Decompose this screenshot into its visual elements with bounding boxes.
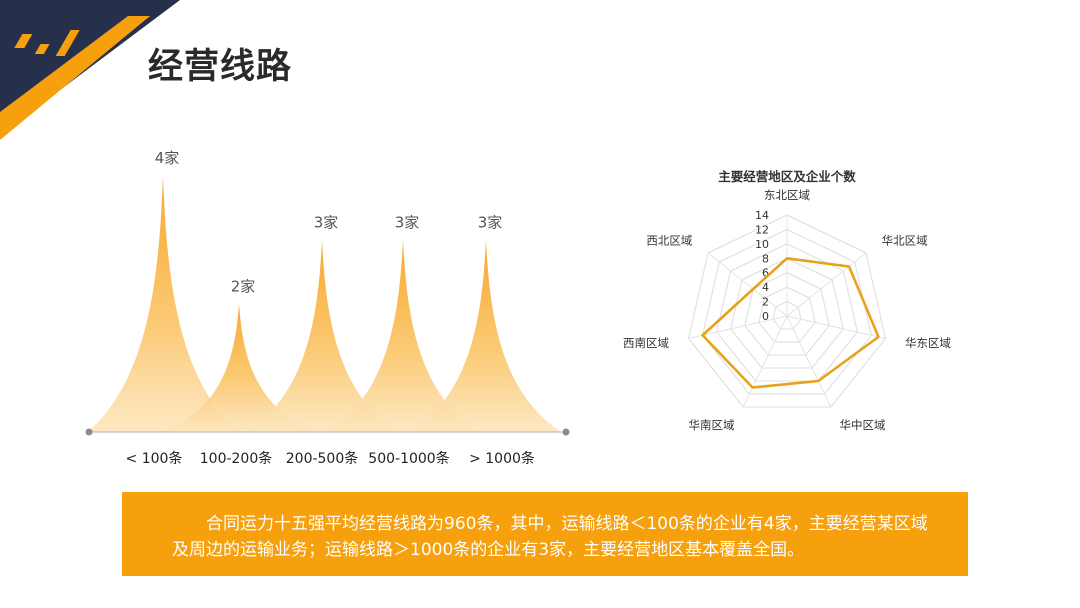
peak-data-labels: 4家 2家 3家 3家 3家 <box>155 149 503 296</box>
radar-grid-ring-5 <box>716 243 858 382</box>
radar-grid-ring-4 <box>730 257 844 369</box>
peak-bar-2 <box>247 239 397 432</box>
x-axis-end-dot <box>562 428 570 436</box>
peak-category-labels: < 100条 100-200条 200-500条 500-1000条 > 1000条 <box>126 450 535 467</box>
radar-category-label-3: 华中区域 <box>839 418 885 432</box>
peak-bar-1 <box>164 303 314 432</box>
radar-tick-label-3: 6 <box>762 267 769 280</box>
radar-tick-label-0: 0 <box>762 310 769 323</box>
radar-tick-label-5: 10 <box>755 238 769 251</box>
radar-grid-ring-3 <box>744 272 830 356</box>
radar-category-label-4: 华南区域 <box>689 418 735 432</box>
radar-spoke-4 <box>742 315 788 408</box>
radar-grid-ring-6 <box>702 228 872 395</box>
radar-tick-label-2: 4 <box>762 281 769 294</box>
corner-decoration <box>0 0 180 140</box>
x-tick-label-2: 200-500条 <box>286 450 359 467</box>
radar-grid-ring-1 <box>772 301 802 330</box>
x-tick-label-0: < 100条 <box>126 450 183 467</box>
radar-spoke-6 <box>707 252 788 317</box>
radar-tick-label-6: 12 <box>755 223 769 236</box>
radar-grid-ring-2 <box>758 286 816 343</box>
radar-tick-label-7: 14 <box>755 209 769 222</box>
peak-data-label-4: 3家 <box>478 213 503 231</box>
x-tick-label-4: > 1000条 <box>469 450 535 467</box>
radar-spoke-3 <box>786 315 832 408</box>
peak-data-label-3: 3家 <box>395 213 420 231</box>
radar-series-line <box>701 256 880 389</box>
radar-grid-ring-7 <box>687 214 887 408</box>
x-tick-label-1: 100-200条 <box>200 450 273 467</box>
radar-tick-label-1: 2 <box>762 296 769 309</box>
summary-text-box: 合同运力十五强平均经营线路为960条，其中，运输线路＜100条的企业有4家，主要… <box>122 492 968 576</box>
peak-data-label-1: 2家 <box>231 278 256 296</box>
summary-text: 合同运力十五强平均经营线路为960条，其中，运输线路＜100条的企业有4家，主要… <box>172 514 928 560</box>
peak-series <box>88 175 561 432</box>
radar-tick-label-4: 8 <box>762 252 769 265</box>
radar-title: 主要经营地区及企业个数 <box>718 169 856 184</box>
radar-category-label-1: 华北区域 <box>882 234 928 248</box>
radar-grid <box>687 214 887 408</box>
peak-bar-4 <box>411 239 561 432</box>
peak-data-label-0: 4家 <box>155 149 180 167</box>
radar-series <box>701 256 880 389</box>
x-axis-start-dot <box>85 428 93 436</box>
radar-spoke-2 <box>786 315 886 339</box>
x-tick-label-3: 500-1000条 <box>368 450 449 467</box>
radar-category-label-2: 华东区域 <box>905 336 951 350</box>
radar-category-label-5: 西南区域 <box>623 336 669 350</box>
radar-category-label-0: 东北区域 <box>764 188 810 202</box>
radar-category-label-6: 西北区域 <box>646 234 692 248</box>
page-title: 经营线路 <box>148 47 293 87</box>
peak-data-label-2: 3家 <box>314 213 339 231</box>
peak-bar-0 <box>88 175 238 432</box>
radar-spoke-1 <box>786 252 867 317</box>
peak-bar-3 <box>328 239 478 432</box>
